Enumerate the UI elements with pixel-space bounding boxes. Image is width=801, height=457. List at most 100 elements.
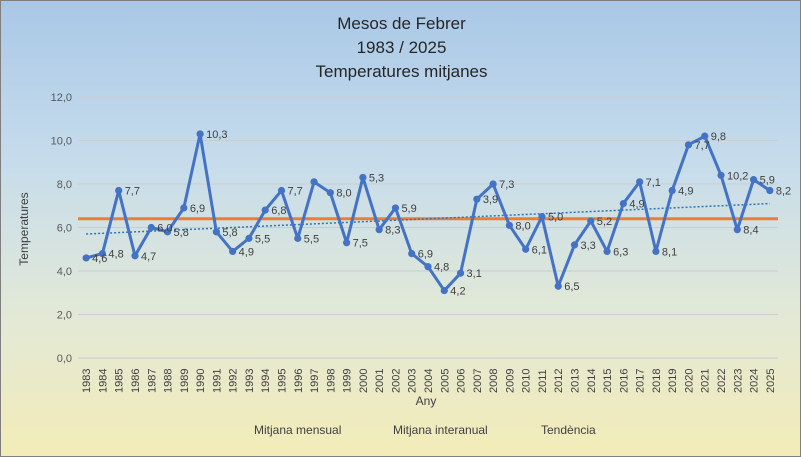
x-tick-label-1988: 1988	[163, 369, 175, 393]
data-label-2017: 7,1	[646, 177, 661, 189]
data-point-2005	[440, 286, 448, 295]
legend-label-tendencia: Tendència	[541, 423, 596, 437]
x-tick-label-1989: 1989	[179, 369, 191, 393]
data-point-2003	[408, 250, 416, 258]
x-tick-label-2004: 2004	[423, 369, 435, 393]
data-point-1987	[147, 223, 155, 232]
data-point-2023	[733, 226, 741, 234]
data-label-2023: 8,4	[743, 225, 758, 237]
data-label-1991: 5,8	[222, 227, 237, 239]
data-label-2025: 8,2	[776, 186, 791, 198]
data-point-2024	[749, 176, 758, 184]
y-axis-label: Temperatures	[17, 192, 31, 265]
data-point-2006	[456, 269, 465, 277]
x-tick-label-2023: 2023	[732, 369, 744, 393]
data-point-2022	[717, 171, 725, 179]
data-label-1984: 4,8	[108, 249, 123, 261]
data-label-2007: 3,9	[483, 194, 498, 206]
data-point-1985	[115, 186, 123, 195]
data-point-2020	[684, 141, 693, 149]
x-tick-label-2022: 2022	[716, 369, 728, 393]
x-tick-label-2010: 2010	[521, 369, 533, 393]
data-label-2005: 4,2	[450, 286, 465, 298]
data-point-2002	[391, 204, 400, 212]
x-tick-label-2017: 2017	[635, 369, 647, 393]
data-label-1985: 7,7	[125, 186, 140, 198]
x-tick-label-1984: 1984	[97, 369, 109, 393]
data-point-1997	[310, 178, 318, 186]
x-tick-label-1983: 1983	[81, 369, 93, 393]
x-tick-label-2018: 2018	[651, 369, 663, 393]
chart-title-line-3: Temperatures mitjanes	[315, 62, 488, 81]
y-tick-label-0: 0,0	[57, 353, 72, 365]
x-tick-label-2012: 2012	[553, 369, 565, 393]
data-label-2008: 7,3	[499, 179, 514, 191]
data-label-1994: 6,8	[271, 205, 286, 217]
data-label-2015: 6,3	[613, 246, 628, 258]
x-tick-label-2000: 2000	[358, 369, 370, 393]
data-label-2022: 10,2	[727, 170, 748, 182]
data-label-1992: 4,9	[239, 246, 254, 258]
x-tick-label-1987: 1987	[146, 369, 158, 393]
data-label-2000: 5,3	[369, 172, 384, 184]
chart-title-line-2: 1983 / 2025	[356, 38, 447, 57]
y-tick-label-6: 12,0	[51, 92, 72, 104]
x-tick-label-2021: 2021	[700, 369, 712, 393]
data-label-1990: 10,3	[206, 129, 227, 141]
x-tick-label-2005: 2005	[439, 369, 451, 393]
data-point-1983	[82, 254, 90, 262]
y-tick-label-4: 8,0	[57, 179, 72, 191]
legend-label-interanual: Mitjana interanual	[393, 423, 488, 437]
x-tick-label-1999: 1999	[342, 369, 354, 393]
x-tick-label-2008: 2008	[488, 369, 500, 393]
data-label-2019: 4,9	[678, 186, 693, 198]
data-point-1986	[131, 252, 139, 260]
x-tick-label-2002: 2002	[390, 369, 402, 393]
legend-label-mensual: Mitjana mensual	[254, 423, 342, 437]
x-tick-label-1990: 1990	[195, 369, 207, 393]
data-label-2020: 7,7	[694, 140, 709, 152]
chart-title-line-1: Mesos de Febrer	[337, 14, 466, 33]
data-point-2001	[375, 226, 383, 234]
x-tick-label-2014: 2014	[586, 369, 598, 393]
x-tick-label-1992: 1992	[228, 369, 240, 393]
data-label-1987: 6,0	[157, 223, 172, 235]
y-tick-label-2: 4,0	[57, 266, 72, 278]
data-label-2001: 8,3	[385, 225, 400, 237]
data-label-2011: 5,0	[548, 212, 563, 224]
data-label-2003: 6,9	[418, 249, 433, 261]
data-point-2025	[766, 186, 774, 195]
x-tick-label-2003: 2003	[407, 369, 419, 393]
x-tick-label-2013: 2013	[570, 369, 582, 393]
data-point-2019	[668, 186, 676, 195]
data-label-1986: 4,7	[141, 251, 156, 263]
x-tick-label-2001: 2001	[374, 369, 386, 393]
x-tick-label-2024: 2024	[749, 369, 761, 393]
data-point-2018	[652, 247, 660, 256]
data-label-1989: 6,9	[190, 203, 205, 215]
data-label-2016: 4,9	[629, 199, 644, 211]
x-tick-label-1986: 1986	[130, 369, 142, 393]
data-point-1989	[180, 204, 188, 212]
data-point-1984	[98, 250, 107, 258]
x-tick-label-2019: 2019	[667, 369, 679, 393]
x-tick-label-2009: 2009	[504, 369, 516, 393]
data-point-2010	[522, 245, 530, 253]
data-label-2012: 6,5	[564, 281, 579, 293]
x-tick-label-2007: 2007	[472, 369, 484, 393]
y-tick-label-5: 10,0	[51, 136, 72, 148]
x-tick-label-1995: 1995	[276, 369, 288, 393]
data-point-1998	[326, 189, 334, 197]
data-point-2017	[636, 178, 644, 186]
data-label-2004: 4,8	[434, 262, 449, 274]
x-tick-label-1991: 1991	[211, 369, 223, 393]
data-point-1993	[245, 234, 253, 242]
data-point-2012	[554, 282, 562, 290]
data-point-1999	[343, 239, 351, 247]
data-label-2024: 5,9	[760, 175, 775, 187]
x-tick-label-2025: 2025	[765, 369, 777, 393]
x-tick-label-1997: 1997	[309, 369, 321, 393]
data-point-2014	[587, 217, 595, 225]
data-label-2002: 5,9	[401, 203, 416, 215]
